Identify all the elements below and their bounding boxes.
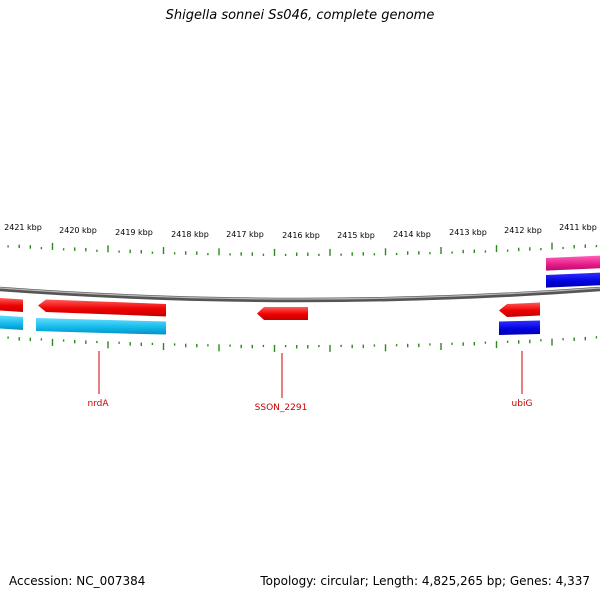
scale-labels: 2421 kbp 2420 kbp 2419 kbp 2418 kbp 2417… <box>4 223 597 240</box>
scale-label-2421: 2421 kbp <box>4 223 42 232</box>
scale-label-2417: 2417 kbp <box>226 230 264 239</box>
gene-label-nrdA: nrdA <box>87 399 109 409</box>
scale-label-2411: 2411 kbp <box>559 223 597 232</box>
scale-label-2419: 2419 kbp <box>115 228 153 237</box>
gene-label-SSON_2291: SSON_2291 <box>255 403 308 413</box>
map-title: Shigella sonnei Ss046, complete genome <box>165 8 435 23</box>
cds-arrow-nrdA <box>38 299 166 317</box>
cds-arrow-left-edge <box>0 298 23 312</box>
scale-label-2420: 2420 kbp <box>59 226 97 235</box>
outer-scale-ticks <box>7 242 598 256</box>
cog-cyan-left-edge <box>0 315 23 330</box>
cds-arrow-SSON_2291 <box>257 307 308 320</box>
scale-label-2418: 2418 kbp <box>171 230 209 239</box>
gene-label-ubiG: ubiG <box>512 399 533 409</box>
cog-blue-ubiG <box>499 320 540 335</box>
feature-pink-top-right <box>546 255 600 271</box>
genome-summary-text: Topology: circular; Length: 4,825,265 bp… <box>260 574 590 588</box>
scale-label-2414: 2414 kbp <box>393 230 431 239</box>
feature-blue-top-right <box>546 272 600 288</box>
cog-cyan-nrdA <box>36 318 166 335</box>
scale-label-2412: 2412 kbp <box>504 226 542 235</box>
scale-label-2415: 2415 kbp <box>337 231 375 240</box>
scale-label-2416: 2416 kbp <box>282 231 320 240</box>
inner-scale-ticks <box>7 336 598 352</box>
genome-backbone <box>0 286 600 303</box>
scale-label-2413: 2413 kbp <box>449 228 487 237</box>
accession-text: Accession: NC_007384 <box>9 574 146 588</box>
cds-arrow-ubiG <box>499 302 540 317</box>
